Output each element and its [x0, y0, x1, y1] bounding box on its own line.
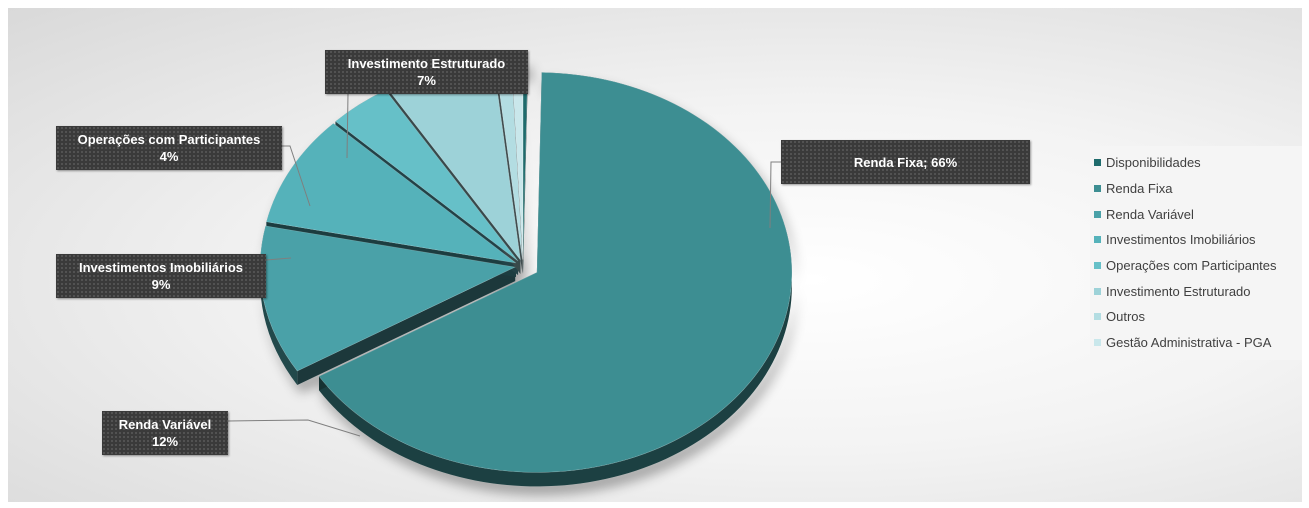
- legend-swatch: [1094, 262, 1101, 270]
- data-label-renda-variavel-name: Renda Variável: [118, 417, 212, 432]
- data-label-investimento-estruturado-value: 7%: [417, 73, 436, 88]
- data-label-renda-variavel: Renda Variável 12%: [102, 411, 228, 455]
- legend-swatch: [1094, 185, 1101, 193]
- legend-label: Disponibilidades: [1106, 155, 1201, 171]
- data-label-renda-variavel-value: 12%: [151, 434, 179, 449]
- legend-item: Renda Fixa: [1094, 176, 1302, 202]
- legend-swatch: [1094, 313, 1101, 321]
- pie-slice-wall-disponibilidades: [523, 59, 528, 274]
- leader-line-investimentos-imobiliarios: [265, 257, 292, 261]
- legend-item: Outros: [1094, 304, 1302, 330]
- data-label-operacoes-participantes: Operações com Participantes 4%: [56, 126, 282, 170]
- leader-line-operacoes-participantes: [282, 145, 311, 207]
- legend-swatch: [1094, 210, 1101, 218]
- data-label-investimentos-imobiliarios-value: 9%: [151, 277, 171, 292]
- legend-item: Investimento Estruturado: [1094, 278, 1302, 304]
- legend-item: Operações com Participantes: [1094, 253, 1302, 279]
- pie-chart: [227, 59, 793, 487]
- leader-line-renda-variavel: [227, 419, 361, 437]
- legend-swatch: [1094, 236, 1101, 244]
- data-label-operacoes-participantes-value: 4%: [159, 149, 179, 164]
- chart-area: Renda Fixa; 66% Investimento Estruturado…: [8, 8, 1302, 502]
- data-label-investimentos-imobiliarios: Investimentos Imobiliários 9%: [56, 254, 266, 298]
- pie-slice-renda-fixa: [318, 72, 793, 473]
- legend-item: Disponibilidades: [1094, 150, 1302, 176]
- pie-slice-wall-renda-variavel: [297, 267, 516, 386]
- data-label-renda-fixa-text: Renda Fixa; 66%: [853, 154, 958, 170]
- legend-item: Renda Variável: [1094, 201, 1302, 227]
- pie-slice-wall-outros: [495, 60, 523, 274]
- legend-label: Operações com Participantes: [1106, 258, 1277, 274]
- legend-swatch: [1094, 159, 1101, 167]
- data-label-renda-fixa: Renda Fixa; 66%: [781, 140, 1030, 184]
- pie-slice-investimentos-imobiliarios: [266, 122, 517, 264]
- legend-label: Outros: [1106, 309, 1146, 325]
- legend-label: Renda Fixa: [1106, 181, 1173, 197]
- legend-swatch: [1094, 339, 1101, 347]
- data-label-investimento-estruturado-name: Investimento Estruturado: [347, 56, 506, 71]
- legend: Disponibilidades Renda Fixa Renda Variáv…: [1090, 146, 1302, 360]
- legend-label: Renda Variável: [1106, 206, 1194, 222]
- data-label-investimento-estruturado: Investimento Estruturado 7%: [325, 50, 528, 94]
- leader-line-investimento-estruturado: [346, 93, 349, 159]
- legend-label: Investimento Estruturado: [1106, 283, 1251, 299]
- legend-swatch: [1094, 287, 1101, 295]
- data-label-operacoes-participantes-name: Operações com Participantes: [77, 132, 261, 147]
- data-label-investimentos-imobiliarios-name: Investimentos Imobiliários: [79, 260, 243, 275]
- legend-label: Gestão Administrativa - PGA: [1106, 335, 1272, 351]
- leader-line-renda-fixa: [769, 161, 781, 229]
- legend-item: Gestão Administrativa - PGA: [1094, 330, 1302, 356]
- legend-item: Investimentos Imobiliários: [1094, 227, 1302, 253]
- legend-label: Investimentos Imobiliários: [1106, 232, 1256, 248]
- pie-slice-renda-variavel: [259, 225, 517, 372]
